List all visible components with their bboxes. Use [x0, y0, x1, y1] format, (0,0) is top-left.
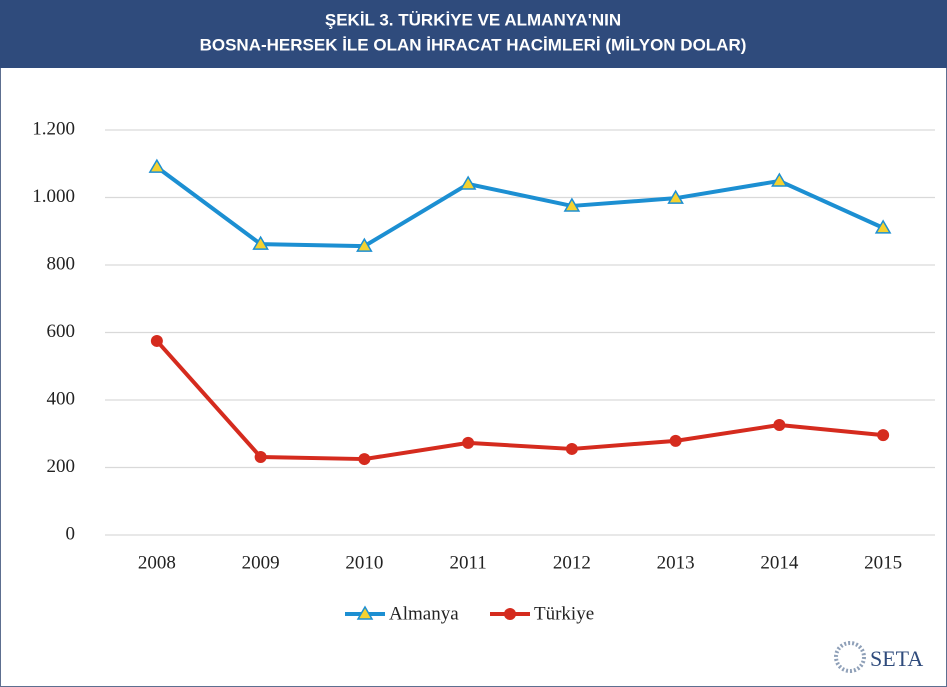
marker	[565, 442, 578, 455]
x-tick-label: 2008	[138, 552, 176, 573]
x-tick-label: 2012	[553, 552, 591, 573]
x-tick-label: 2010	[345, 552, 383, 573]
logo-icon	[834, 641, 866, 673]
x-tick-label: 2011	[449, 552, 486, 573]
marker	[254, 451, 267, 464]
logo: SETA	[834, 641, 923, 673]
y-tick-label: 0	[66, 523, 76, 544]
y-tick-label: 800	[47, 253, 76, 274]
marker	[667, 189, 684, 204]
legend-item: Almanya	[345, 603, 459, 624]
series	[148, 158, 892, 252]
series	[150, 334, 890, 466]
legend-label: Almanya	[389, 603, 459, 624]
y-tick-label: 1.000	[32, 186, 75, 207]
x-tick-label: 2009	[242, 552, 280, 573]
header-band	[0, 0, 947, 68]
marker	[874, 219, 892, 234]
legend-item: Türkiye	[490, 603, 594, 624]
marker	[459, 175, 477, 190]
line	[155, 339, 884, 462]
y-tick-label: 200	[47, 456, 76, 477]
marker	[773, 418, 786, 431]
marker	[771, 172, 788, 187]
chart-title: ŞEKİL 3. TÜRKİYE VE ALMANYA'NIN	[325, 10, 621, 29]
legend-marker	[504, 608, 516, 620]
y-tick-label: 400	[47, 388, 76, 409]
marker	[462, 436, 475, 449]
marker	[358, 453, 371, 466]
marker	[563, 197, 581, 212]
marker	[877, 429, 890, 442]
marker	[356, 237, 373, 252]
marker	[252, 235, 269, 250]
y-tick-label: 600	[47, 321, 76, 342]
line	[155, 165, 884, 249]
legend-marker	[356, 605, 374, 620]
marker	[148, 158, 166, 173]
marker	[669, 434, 682, 447]
logo-text: SETA	[870, 646, 923, 671]
x-tick-label: 2013	[657, 552, 695, 573]
y-tick-label: 1.200	[32, 118, 75, 139]
legend-label: Türkiye	[534, 603, 594, 624]
x-tick-label: 2014	[760, 552, 799, 573]
marker	[150, 334, 163, 347]
x-tick-label: 2015	[864, 552, 902, 573]
chart-title: BOSNA-HERSEK İLE OLAN İHRACAT HACİMLERİ …	[200, 35, 747, 54]
